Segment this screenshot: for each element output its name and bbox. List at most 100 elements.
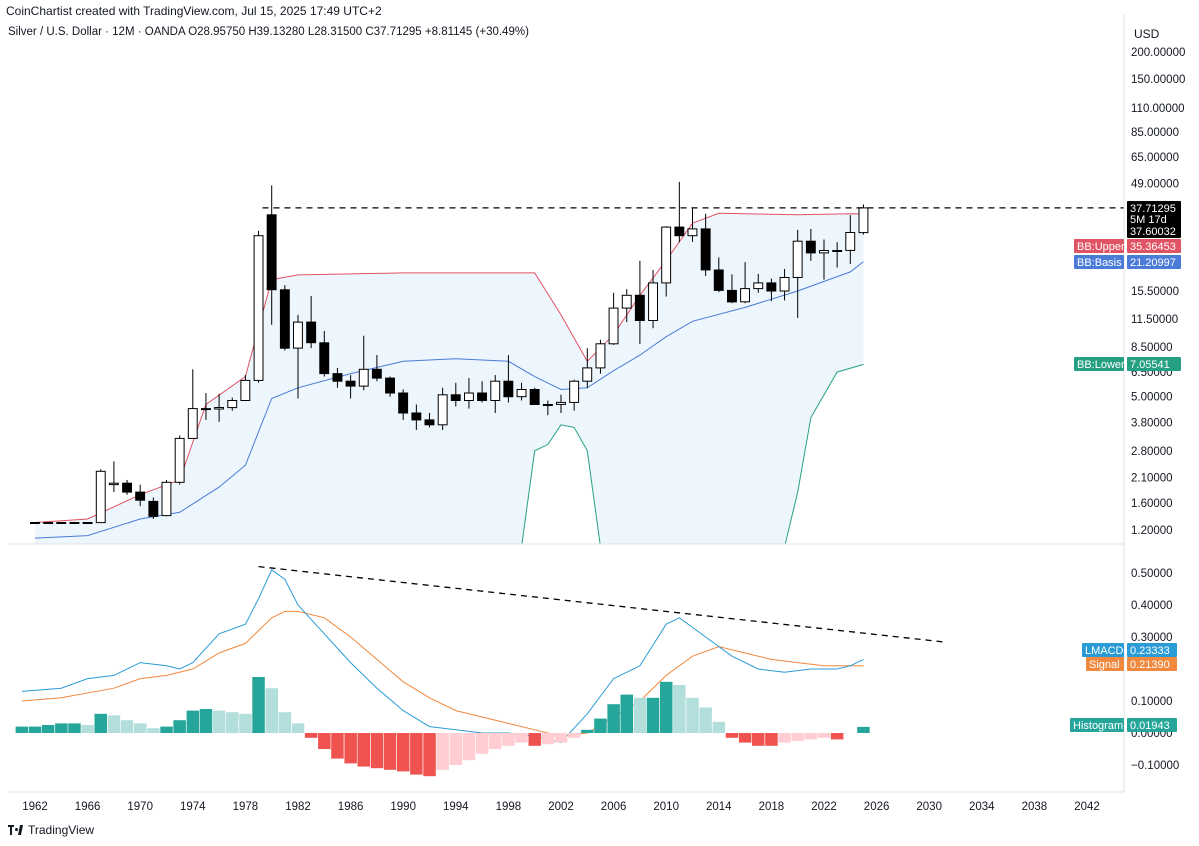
hist-bar-2008 [633, 697, 647, 733]
macd-name-badge-1-bg [1086, 657, 1124, 671]
macd-tick-label: 0.40000 [1131, 600, 1173, 612]
symbol-legend: Silver / U.S. Dollar · 12M · OANDA O28.9… [8, 26, 529, 38]
candle-1971 [148, 497, 159, 519]
hist-bar-1982 [291, 723, 305, 733]
candle-2001 [542, 400, 553, 416]
hist-bar-1987 [357, 733, 370, 767]
macd-name-badge-1: Signal [1086, 657, 1124, 671]
candle-1993 [437, 387, 448, 430]
hist-bar-2023 [830, 733, 844, 740]
candle-body [95, 470, 106, 524]
bb-value-badge-0: 35.36453 [1127, 239, 1181, 253]
candle-body [687, 228, 698, 237]
countdown-badge-text: 5M 17d [1130, 214, 1167, 226]
time-tick-label: 2022 [811, 801, 837, 813]
signal-line [21, 610, 864, 737]
hist-bar-2006 [607, 704, 620, 733]
hist-bar-2013 [699, 707, 712, 733]
time-tick-label: 2018 [759, 801, 785, 813]
candle-1975 [201, 392, 211, 420]
candle-1987 [358, 335, 369, 391]
candle-1992 [424, 412, 435, 428]
candle-body [122, 482, 132, 493]
candle-body [279, 289, 290, 349]
bb-name-badge-1-text: BB:Basis [1077, 257, 1122, 269]
macd-name-badge-0: LMACD [1082, 643, 1124, 657]
prev-close-badge-bg [1127, 224, 1181, 238]
price-tick-label: 1.20000 [1131, 525, 1173, 537]
hist-bar-2010 [660, 681, 673, 733]
tradingview-brand[interactable]: TradingView [8, 823, 94, 837]
candle-body [713, 269, 724, 291]
candle-body [253, 235, 264, 381]
hist-bar-1984 [318, 733, 331, 749]
candle-body [516, 389, 527, 398]
candle-2006 [608, 292, 619, 345]
candle-body [43, 522, 54, 524]
candle-body [503, 380, 514, 398]
candle-body [542, 404, 553, 406]
axes-layer: 200.00000 150.00000 110.00000 85.00000 65.00… [8, 14, 1185, 813]
hist-bar-2012 [686, 697, 699, 733]
symbol-name[interactable]: Silver / U.S. Dollar · 12M · OANDA [8, 26, 186, 38]
candle-body [845, 232, 856, 251]
hist-bar-1966 [81, 725, 94, 733]
macd-name-badge-2: Histogram [1070, 718, 1124, 732]
candle-body [371, 368, 382, 379]
candle-body [700, 228, 711, 271]
hist-bar-1990 [397, 733, 410, 772]
hist-bar-1969 [120, 720, 134, 733]
candle-2015 [727, 274, 737, 304]
hist-bar-1989 [383, 733, 397, 770]
candle-body [398, 392, 409, 414]
time-tick-label: 1986 [338, 801, 364, 813]
time-tick-label: 1962 [22, 801, 48, 813]
candle-1979 [253, 230, 264, 383]
candle-1997 [490, 375, 501, 413]
price-tick-label: 8.50000 [1131, 342, 1173, 354]
candle-body [293, 321, 303, 349]
bb-name-badge-1-bg [1074, 255, 1124, 269]
candle-2020 [792, 229, 803, 319]
candle-1974 [187, 369, 198, 439]
hist-bar-2004 [581, 729, 594, 733]
price-tick-label: 5.00000 [1131, 392, 1173, 404]
price-tick-label: 3.80000 [1131, 417, 1173, 429]
hist-bar-1972 [160, 726, 173, 733]
candle-body [582, 367, 593, 382]
lmacd-line [21, 569, 864, 744]
currency-label[interactable]: USD [1134, 27, 1160, 41]
price-tick-label: 2.10000 [1131, 473, 1173, 485]
candle-body [595, 343, 606, 369]
hist-bar-2015 [725, 733, 739, 738]
bb-value-badge-1-bg [1127, 255, 1181, 269]
macd-name-badge-0-text: LMACD [1085, 645, 1124, 657]
prev-close-badge: 37.60032 [1127, 224, 1181, 238]
hist-bar-2019 [778, 733, 791, 743]
candle-2019 [779, 269, 790, 301]
candle-2004 [582, 348, 593, 388]
hist-bar-2020 [791, 733, 804, 741]
candle-1964 [56, 522, 67, 524]
hist-bar-2017 [752, 733, 765, 746]
hist-bar-1999 [515, 733, 528, 743]
price-tick-label: 49.00000 [1131, 178, 1179, 190]
hist-bar-1983 [304, 733, 318, 738]
candle-2009 [648, 269, 658, 329]
candle-body [608, 307, 619, 345]
macd-value-badge-1: 0.21390 [1127, 657, 1177, 671]
time-tick-label: 1990 [390, 801, 416, 813]
candle-body [621, 294, 632, 309]
candle-1982 [293, 314, 303, 399]
candle-body [437, 394, 448, 426]
ohlc-low: L28.31500 [307, 26, 363, 38]
candle-1967 [95, 469, 106, 524]
hist-bar-1967 [94, 713, 107, 733]
ohlc-close: C37.71295 [365, 26, 422, 38]
hist-bar-2009 [646, 697, 660, 733]
candle-body [464, 392, 474, 401]
candle-body [187, 408, 198, 439]
hist-bar-1962 [28, 726, 42, 733]
bb-name-badge-0: BB:Upper [1074, 239, 1125, 253]
